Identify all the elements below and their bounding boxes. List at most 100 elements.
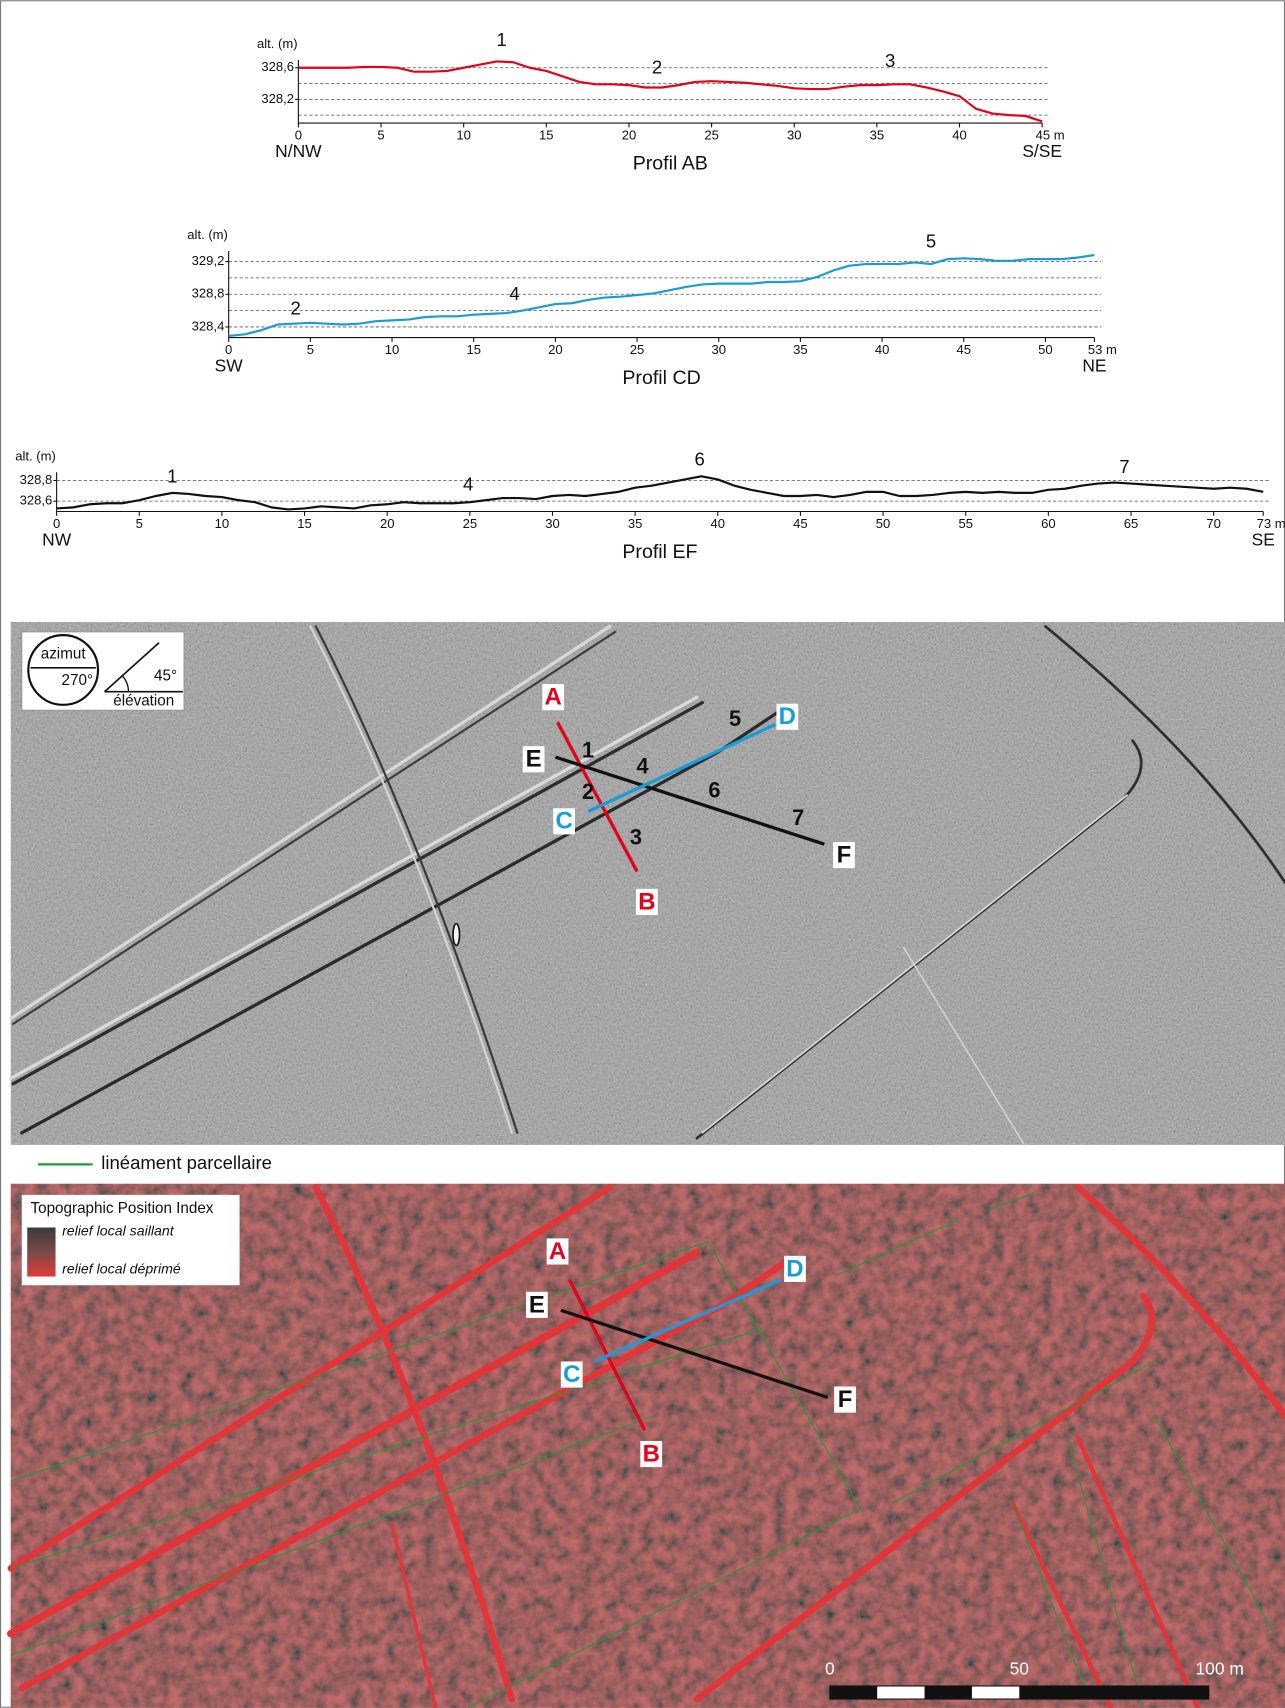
section-label: D: [786, 1255, 803, 1282]
x-tick-label: 70: [1206, 516, 1221, 531]
section-label: F: [837, 842, 852, 869]
hillshade-map: azimut 270° 45° élévation A B C D E F 1 2 3 4 5 6 7: [11, 622, 1285, 1145]
y-axis-label: alt. (m): [257, 36, 298, 51]
azimuth-value: 270°: [62, 672, 94, 689]
profile-annotation: 5: [926, 231, 936, 252]
x-tick-label: 5: [136, 516, 143, 531]
section-label: C: [555, 808, 572, 835]
profile-line: [57, 476, 1264, 509]
x-tick-label: 35: [870, 128, 885, 143]
x-tick-label: 10: [215, 516, 230, 531]
tpi-title: Topographic Position Index: [30, 1200, 213, 1217]
elevation-value: 45°: [154, 668, 177, 685]
x-tick-label: 20: [380, 516, 395, 531]
scale-label: 50: [1010, 1658, 1029, 1678]
scale-label: 100 m: [1195, 1658, 1243, 1678]
profile-annotation: 3: [885, 50, 895, 71]
profile-annotation: 6: [694, 449, 704, 470]
y-tick-label: 328,4: [192, 318, 225, 333]
point-label: 7: [792, 805, 804, 830]
elevation-label: élévation: [113, 693, 174, 710]
x-tick-label: 40: [711, 516, 726, 531]
y-axis-label: alt. (m): [15, 448, 56, 463]
y-tick-label: 328,6: [20, 493, 53, 508]
x-tick-label: 40: [952, 128, 967, 143]
x-tick-label: 10: [385, 342, 400, 357]
scale-label: 0: [825, 1658, 835, 1678]
section-label: C: [563, 1361, 580, 1388]
y-tick-label: 328,8: [20, 472, 53, 487]
x-tick-label: 45: [793, 516, 808, 531]
y-axis-label: alt. (m): [187, 227, 228, 242]
direction-end: SE: [1252, 530, 1275, 550]
section-label: A: [545, 684, 562, 711]
y-tick-label: 328,2: [261, 91, 294, 106]
x-tick-label: 50: [1038, 342, 1053, 357]
point-label: 5: [729, 706, 741, 731]
x-tick-label: 30: [711, 342, 726, 357]
illumination-inset: azimut 270° 45° élévation: [22, 632, 184, 710]
profile-line: [298, 61, 1042, 121]
y-tick-label: 328,6: [261, 59, 294, 74]
x-tick-label: 35: [628, 516, 643, 531]
x-tick-label: 60: [1041, 516, 1056, 531]
x-tick-label: 5: [307, 342, 314, 357]
x-tick-label: 50: [876, 516, 891, 531]
x-tick-label: 35: [793, 342, 808, 357]
y-tick-label: 329,2: [192, 253, 225, 268]
profile-title: Profil CD: [622, 367, 700, 389]
profile-annotation: 4: [463, 474, 473, 495]
direction-start: SW: [215, 356, 244, 376]
section-label: E: [529, 1291, 545, 1318]
section-label: A: [549, 1238, 566, 1265]
section-label: E: [526, 746, 542, 773]
profile-annotation: 7: [1119, 456, 1129, 477]
tpi-low: relief local déprimé: [62, 1261, 181, 1277]
section-label: B: [638, 888, 655, 915]
direction-end: S/SE: [1022, 141, 1062, 161]
x-tick-label: 25: [630, 342, 645, 357]
section-label: F: [838, 1386, 853, 1413]
y-tick-label: 328,8: [192, 286, 225, 301]
x-tick-label: 15: [297, 516, 312, 531]
page: {"chart_data": [ {"type": "line", "title…: [0, 0, 1285, 1708]
x-tick-label: 25: [704, 128, 719, 143]
profile-annotation: 2: [291, 298, 301, 319]
direction-end: NE: [1082, 356, 1106, 376]
tpi-legend: Topographic Position Index relief local …: [22, 1195, 240, 1285]
x-tick-label: 5: [377, 128, 384, 143]
profile-annotation: 1: [167, 465, 177, 486]
profile-title: Profil AB: [633, 153, 708, 175]
profile-annotation: 2: [652, 56, 662, 77]
profile-line: [229, 255, 1095, 336]
tpi-map: Topographic Position Index relief local …: [11, 1184, 1285, 1708]
figure: 328,6328,2051015202530354045 malt. (m)N/…: [0, 0, 1285, 1708]
legend-label: linéament parcellaire: [101, 1152, 272, 1173]
section-label: D: [779, 703, 796, 730]
x-tick-label: 65: [1124, 516, 1139, 531]
section-label: B: [643, 1440, 660, 1467]
point-label: 6: [708, 778, 720, 803]
x-tick-label: 20: [622, 128, 637, 143]
tpi-high: relief local saillant: [62, 1223, 175, 1239]
profile-annotation: 4: [509, 283, 519, 304]
direction-start: N/NW: [275, 141, 322, 161]
x-tick-label: 30: [545, 516, 560, 531]
point-label: 3: [630, 825, 642, 850]
map-texture: [11, 622, 1285, 1145]
x-tick-label: 30: [787, 128, 802, 143]
x-tick-label: 20: [548, 342, 563, 357]
point-label: 4: [636, 754, 648, 779]
x-tick-label: 45: [956, 342, 971, 357]
profile-annotation: 1: [497, 29, 507, 50]
direction-start: NW: [42, 530, 72, 550]
x-tick-label: 55: [958, 516, 973, 531]
point-label: 1: [582, 737, 594, 762]
x-tick-label: 10: [456, 128, 471, 143]
point-label: 2: [582, 779, 594, 804]
x-tick-label: 25: [463, 516, 478, 531]
azimuth-label: azimut: [41, 646, 87, 663]
profile-title: Profil EF: [622, 541, 697, 563]
